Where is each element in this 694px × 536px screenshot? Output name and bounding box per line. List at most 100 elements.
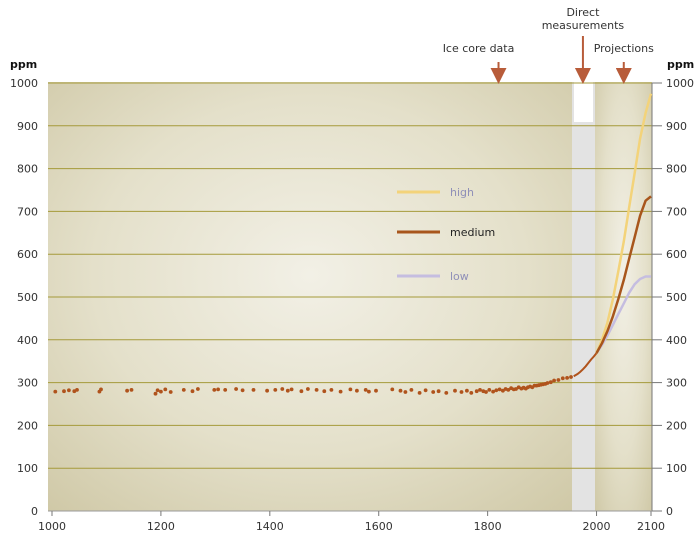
y-tick-left-700: 700 bbox=[17, 205, 38, 218]
series-line-high bbox=[595, 93, 653, 354]
ice-core-point bbox=[491, 389, 495, 394]
ice-core-point bbox=[374, 388, 378, 393]
ice-core-point bbox=[196, 387, 200, 391]
ice-core-point bbox=[67, 388, 71, 393]
ice-core-point bbox=[514, 387, 518, 391]
x-tick-1200: 1200 bbox=[147, 520, 175, 533]
y-tick-right-500: 500 bbox=[666, 291, 687, 304]
ice-core-point bbox=[190, 389, 195, 394]
ice-core-point bbox=[125, 388, 129, 393]
ice-core-point bbox=[497, 387, 502, 392]
ice-core-point bbox=[216, 387, 221, 392]
ice-core-point bbox=[53, 389, 58, 394]
y-tick-right-1000: 1000 bbox=[666, 77, 694, 90]
ice-core-point bbox=[280, 387, 285, 391]
ice-core-point bbox=[251, 388, 256, 392]
x-tick-1800: 1800 bbox=[474, 520, 502, 533]
ice-core-point bbox=[367, 389, 371, 394]
ice-core-point bbox=[506, 388, 511, 392]
series-line-low bbox=[595, 275, 651, 354]
ice-core-point bbox=[273, 388, 278, 392]
ice-core-point bbox=[494, 388, 499, 393]
y-tick-right-700: 700 bbox=[666, 205, 687, 218]
y-tick-left-0: 0 bbox=[31, 505, 38, 518]
ice-core-point bbox=[299, 389, 304, 394]
x-tick-1400: 1400 bbox=[256, 520, 284, 533]
ice-core-points bbox=[53, 375, 573, 396]
y-axis-right: 0 100 200 300 400 500 600 700 800 900 1000 bbox=[651, 77, 694, 518]
y-tick-left-100: 100 bbox=[17, 462, 38, 475]
ice-core-point bbox=[285, 388, 290, 393]
ice-core-point bbox=[153, 391, 158, 396]
x-tick-1600: 1600 bbox=[365, 520, 393, 533]
ice-core-point bbox=[552, 378, 556, 383]
y-tick-right-600: 600 bbox=[666, 248, 687, 261]
ice-core-point bbox=[181, 388, 186, 392]
ice-core-point bbox=[363, 388, 368, 392]
y-tick-left-600: 600 bbox=[17, 248, 38, 261]
ice-core-point bbox=[306, 387, 310, 391]
direct-measurements-line bbox=[573, 352, 598, 378]
ice-core-point bbox=[322, 389, 327, 394]
ice-core-point bbox=[431, 390, 436, 394]
ice-core-point bbox=[355, 388, 359, 393]
gridlines bbox=[48, 82, 652, 469]
legend-label-high: high bbox=[450, 186, 474, 199]
ice-core-point bbox=[565, 376, 569, 380]
ice-core-point bbox=[417, 391, 422, 395]
y-tick-right-900: 900 bbox=[666, 120, 687, 133]
x-tick-2000: 2000 bbox=[583, 520, 611, 533]
direct-measurements-gap bbox=[574, 82, 593, 122]
ice-core-point bbox=[329, 388, 334, 392]
y-tick-left-1000: 1000 bbox=[10, 77, 38, 90]
legend-label-medium: medium bbox=[450, 226, 495, 239]
ice-core-point bbox=[234, 387, 239, 391]
y-tick-right-800: 800 bbox=[666, 163, 687, 176]
legend: high medium low bbox=[397, 186, 495, 283]
legend-label-low: low bbox=[450, 270, 469, 283]
ice-core-point bbox=[129, 388, 134, 392]
annotation-label-3: Projections bbox=[594, 42, 654, 55]
ice-core-point bbox=[159, 389, 163, 394]
ice-core-point bbox=[289, 387, 294, 392]
ice-core-point bbox=[99, 387, 103, 392]
y-axis-left: 0 100 200 300 400 500 600 700 800 900 1000 bbox=[10, 77, 38, 518]
y-tick-left-500: 500 bbox=[17, 291, 38, 304]
ice-core-point bbox=[474, 389, 479, 394]
ice-core-point bbox=[62, 389, 66, 394]
ice-core-point bbox=[487, 388, 492, 392]
ice-core-point bbox=[560, 376, 565, 381]
y-tick-right-0: 0 bbox=[666, 505, 673, 518]
ice-core-point bbox=[469, 391, 474, 395]
ice-core-point bbox=[265, 388, 269, 393]
x-tick-2100: 2100 bbox=[637, 520, 665, 533]
y-tick-right-400: 400 bbox=[666, 334, 687, 347]
ice-core-point bbox=[163, 387, 168, 392]
y-axis-left-unit: ppm bbox=[10, 58, 37, 71]
ice-core-point bbox=[453, 388, 457, 393]
y-tick-left-300: 300 bbox=[17, 377, 38, 390]
ice-core-point bbox=[398, 388, 403, 393]
ice-core-point bbox=[569, 375, 573, 379]
annotation-label-1: Ice core data bbox=[443, 42, 515, 55]
x-axis: 1000 1200 1400 1600 1800 2000 2100 bbox=[38, 510, 665, 533]
ice-core-point bbox=[436, 389, 441, 394]
projection-series bbox=[573, 93, 653, 378]
ice-core-point bbox=[444, 391, 449, 395]
y-tick-left-200: 200 bbox=[17, 419, 38, 432]
ice-core-point bbox=[223, 388, 228, 392]
ice-core-point bbox=[155, 388, 160, 393]
ice-core-point bbox=[465, 388, 469, 393]
ice-core-point bbox=[409, 388, 414, 392]
ice-core-point bbox=[314, 388, 319, 392]
ice-core-point bbox=[240, 388, 245, 393]
ice-core-point bbox=[390, 387, 395, 392]
ice-core-point bbox=[556, 378, 561, 382]
ice-core-point bbox=[548, 380, 553, 385]
ice-core-point bbox=[478, 388, 482, 392]
y-axis-right-unit: ppm bbox=[667, 58, 694, 71]
x-tick-1000: 1000 bbox=[38, 520, 66, 533]
ice-core-point bbox=[501, 388, 505, 393]
y-tick-right-200: 200 bbox=[666, 419, 687, 432]
